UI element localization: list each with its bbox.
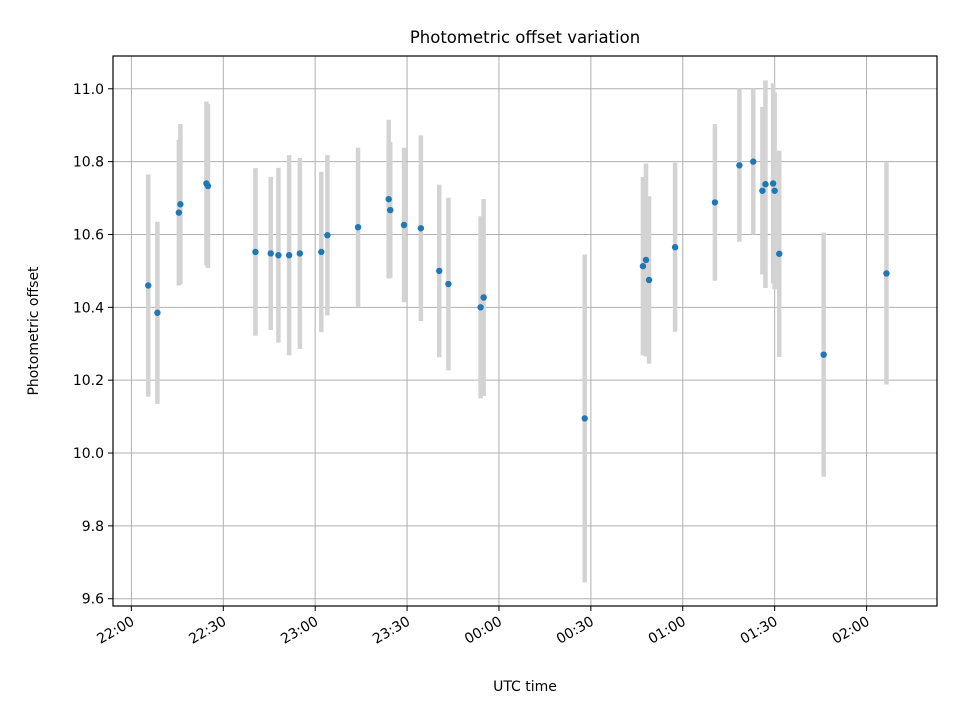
y-tick-label: 9.8	[82, 519, 104, 535]
data-point	[480, 294, 487, 301]
data-point	[436, 267, 443, 275]
y-tick-label: 11.0	[73, 82, 104, 98]
data-point	[175, 209, 183, 216]
data-point	[285, 252, 293, 259]
y-tick-label: 10.4	[73, 300, 104, 316]
y-tick-label: 10.0	[73, 446, 104, 462]
data-point	[252, 248, 259, 256]
data-point	[736, 162, 743, 169]
data-point	[820, 351, 827, 358]
data-point	[400, 221, 408, 229]
data-point	[324, 232, 331, 239]
data-point	[771, 187, 778, 194]
data-point	[417, 225, 425, 232]
y-tick-label: 10.8	[73, 155, 104, 171]
data-point	[477, 304, 484, 311]
data-point	[354, 223, 362, 231]
y-tick-label: 9.6	[82, 592, 104, 608]
data-point	[639, 262, 647, 270]
data-point	[642, 256, 650, 264]
data-point	[581, 415, 588, 422]
data-point	[204, 182, 212, 190]
data-point	[145, 282, 152, 289]
data-point	[267, 250, 274, 257]
data-point	[385, 195, 392, 203]
data-points	[145, 158, 890, 422]
data-point	[776, 250, 783, 257]
y-tick-label: 10.2	[73, 373, 104, 389]
x-axis-label: UTC time	[493, 679, 557, 695]
data-point	[762, 181, 769, 188]
data-point	[275, 252, 282, 259]
data-point	[750, 158, 757, 165]
data-point	[387, 206, 394, 214]
y-axis-label: Photometric offset	[26, 266, 42, 396]
data-point	[769, 180, 777, 187]
data-point	[883, 270, 890, 277]
data-point	[296, 250, 304, 257]
data-point	[318, 248, 325, 256]
plot-frame	[112, 55, 938, 607]
data-point	[759, 187, 766, 194]
data-point	[177, 201, 184, 208]
y-tick-label: 10.6	[73, 227, 104, 243]
y-axis-ticks: 9.6 9.8 10.0 10.2 10.4 10.6 10.8 11.0	[73, 82, 113, 608]
chart-title: Photometric offset variation	[410, 28, 640, 47]
data-point	[154, 309, 161, 316]
data-point	[645, 276, 653, 284]
data-point	[711, 199, 719, 206]
data-point	[671, 244, 679, 251]
data-point	[445, 280, 452, 288]
